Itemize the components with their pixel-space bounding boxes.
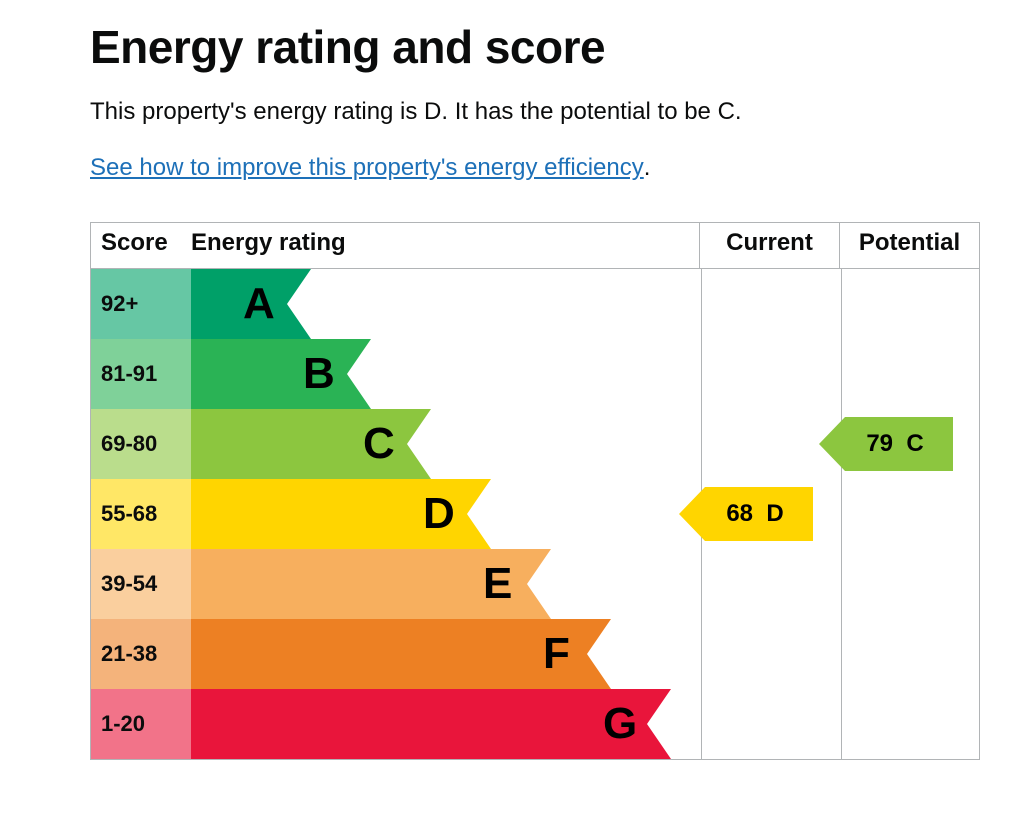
header-potential: Potential <box>839 223 979 268</box>
rating-bar <box>191 409 431 479</box>
pointer-potential: 79 C <box>819 417 953 471</box>
rating-letter: D <box>423 479 455 549</box>
chart-rows: 92+ A 81-91 B 69-80 C 55-68 D 39-54 E 21-38 F 1-20 G 6… <box>91 269 979 759</box>
score-cell: 21-38 <box>91 619 191 689</box>
rating-letter: C <box>363 409 395 479</box>
rating-letter: A <box>243 269 275 339</box>
rating-row-a: 92+ A <box>91 269 979 339</box>
intro-text: This property's energy rating is D. It h… <box>90 98 984 126</box>
score-cell: 39-54 <box>91 549 191 619</box>
header-current: Current <box>699 223 839 268</box>
rating-letter: G <box>603 689 637 759</box>
rating-row-d: 55-68 D <box>91 479 979 549</box>
score-cell: 69-80 <box>91 409 191 479</box>
rating-row-g: 1-20 G <box>91 689 979 759</box>
chart-header-row: Score Energy rating Current Potential <box>91 223 979 269</box>
score-cell: 55-68 <box>91 479 191 549</box>
improve-efficiency-link[interactable]: See how to improve this property's energ… <box>90 154 644 182</box>
score-cell: 92+ <box>91 269 191 339</box>
page-title: Energy rating and score <box>90 20 984 74</box>
rating-row-b: 81-91 B <box>91 339 979 409</box>
energy-rating-chart: Score Energy rating Current Potential 92… <box>90 222 980 760</box>
header-score: Score <box>91 223 191 268</box>
score-cell: 1-20 <box>91 689 191 759</box>
header-rating: Energy rating <box>191 223 699 268</box>
link-period: . <box>644 154 651 181</box>
rating-row-e: 39-54 E <box>91 549 979 619</box>
rating-letter: E <box>483 549 512 619</box>
score-cell: 81-91 <box>91 339 191 409</box>
rating-bar <box>191 339 371 409</box>
pointer-current: 68 D <box>679 487 813 541</box>
rating-bar <box>191 689 671 759</box>
rating-row-f: 21-38 F <box>91 619 979 689</box>
rating-letter: F <box>543 619 570 689</box>
rating-letter: B <box>303 339 335 409</box>
